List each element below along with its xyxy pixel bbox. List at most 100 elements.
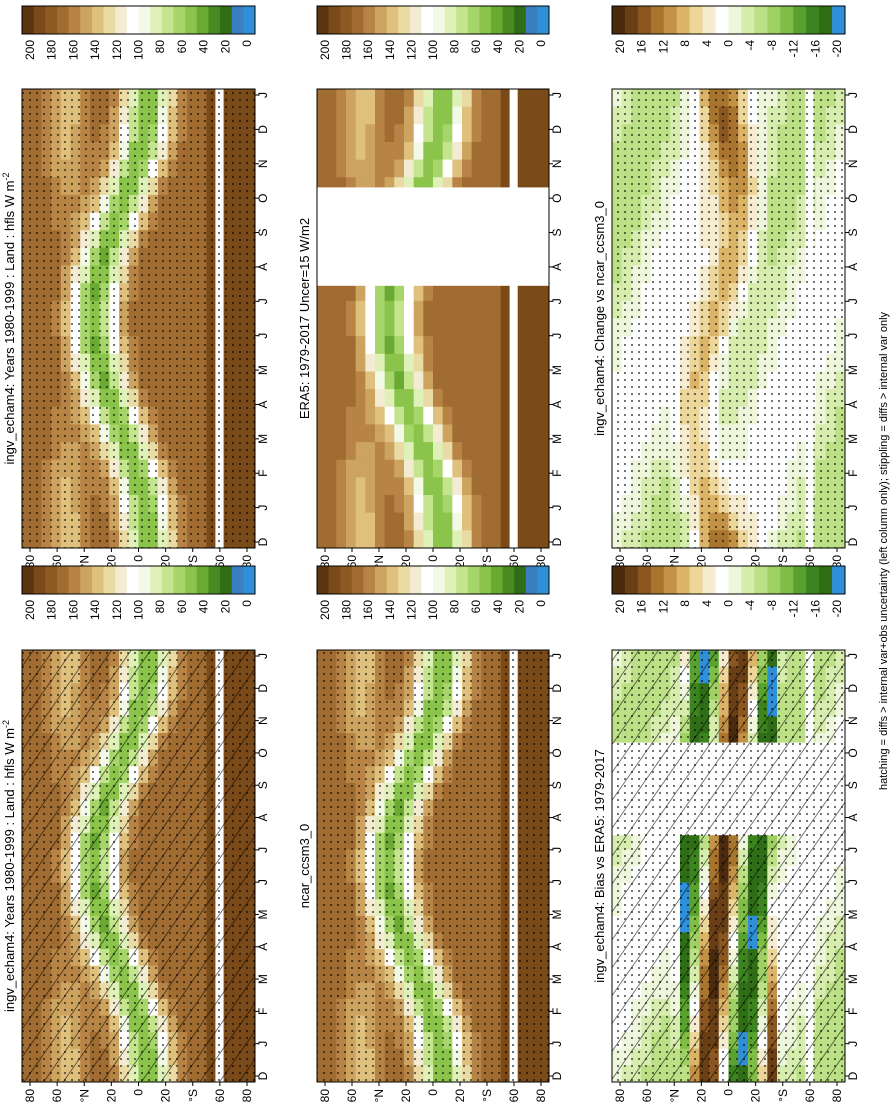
month-tick-label: A [846, 400, 860, 408]
heatmap-cell [326, 530, 337, 549]
heatmap-cell [384, 406, 395, 425]
heatmap-cell [404, 159, 415, 178]
heatmap-cell [539, 512, 550, 531]
heatmap-cell [433, 89, 444, 108]
heatmap-cell [326, 177, 337, 196]
heatmap-cell [346, 283, 357, 302]
heatmap-cell [375, 177, 386, 196]
colorbar-tick-label: 60 [175, 40, 189, 54]
panel-title: ingv_echam4: Change vs ncar_ccsm3_0 [592, 201, 607, 436]
month-tick-label: O [550, 193, 564, 202]
colorbar-tick-label: 8 [678, 600, 692, 607]
map-area [21, 88, 256, 549]
heatmap-cell [394, 124, 405, 143]
heatmap-cell [384, 495, 395, 514]
lat-tick-label: 20 [399, 1089, 413, 1102]
heatmap-cell [462, 300, 473, 319]
panel-1: 200 180 160 140 120 100 80 60 40 20 080 60 °N 20 0 20 °S… [1, 5, 270, 569]
heatmap-cell [365, 477, 376, 496]
month-tick-label: J [550, 847, 564, 853]
month-tick-label: N [550, 716, 564, 725]
colorbar-swatch [317, 566, 329, 594]
heatmap-cell [500, 300, 511, 319]
heatmap-cell [423, 371, 434, 390]
colorbar-tick-label: 80 [153, 40, 167, 54]
colorbar-tick-label: 40 [491, 600, 505, 614]
lat-tick-label: °N [667, 555, 681, 568]
heatmap-cell [375, 283, 386, 302]
colorbar-tick-label: 160 [361, 600, 375, 620]
heatmap-cell [346, 442, 357, 461]
lat-tick-label: 80 [830, 555, 844, 569]
heatmap-cell [491, 336, 502, 355]
heatmap-cell [423, 141, 434, 161]
month-tick-label: J [846, 847, 860, 853]
heatmap-cell [423, 442, 434, 461]
heatmap-cell [394, 512, 405, 531]
heatmap-cell [539, 124, 550, 143]
colorbar-tick-label: 120 [110, 40, 124, 60]
heatmap-cell [413, 124, 424, 143]
colorbar-swatch [386, 566, 399, 594]
heatmap-cell [442, 124, 453, 143]
heatmap-cell [481, 124, 492, 143]
heatmap-cell [442, 477, 453, 496]
lat-tick-label: 60 [803, 555, 817, 569]
heatmap-cell [394, 89, 405, 108]
heatmap-cell [442, 389, 453, 408]
colorbar-swatch [819, 6, 833, 34]
no-land-strip [509, 89, 518, 548]
heatmap-cell [423, 318, 434, 337]
colorbar-tick-label: 180 [340, 40, 354, 60]
heatmap-cell [539, 477, 550, 496]
heatmap-cell [317, 512, 328, 531]
colorbar-swatch [444, 6, 457, 34]
lat-tick-label: 80 [23, 555, 37, 569]
heatmap-cell [326, 424, 337, 443]
heatmap-cell [529, 512, 540, 531]
heatmap-cell [462, 459, 473, 478]
heatmap-cell [365, 141, 376, 161]
heatmap-cell [404, 442, 415, 461]
heatmap-cell [365, 353, 376, 372]
colorbar-tick-label: 0 [534, 600, 548, 607]
heatmap-cell [394, 530, 405, 549]
heatmap-cell [471, 530, 482, 549]
heatmap-cell [500, 459, 511, 478]
lat-tick-label: 20 [749, 1089, 763, 1102]
heatmap-cell [442, 159, 453, 178]
heatmap-cell [452, 106, 463, 125]
heatmap-cell [413, 495, 424, 514]
heatmap-cell [365, 318, 376, 337]
colorbar-tick-label: 60 [469, 40, 483, 54]
heatmap-cell [355, 442, 366, 461]
colorbar-tick-label: 140 [88, 40, 102, 60]
colorbar-swatch [208, 6, 221, 34]
heatmap-cell [365, 530, 376, 549]
lat-tick-label: 60 [507, 555, 521, 569]
colorbar-swatch [161, 566, 174, 594]
heatmap-cell [423, 159, 434, 178]
heatmap-cell [326, 336, 337, 355]
heatmap-cell [452, 283, 463, 302]
lat-tick-label: °N [77, 1089, 91, 1102]
heatmap-cell [375, 159, 386, 178]
month-tick-label: O [846, 193, 860, 202]
heatmap-cell [462, 442, 473, 461]
heatmap-cell [404, 389, 415, 408]
heatmap-cell [442, 89, 453, 108]
heatmap-cell [481, 512, 492, 531]
heatmap-cell [471, 477, 482, 496]
heatmap-cell [404, 300, 415, 319]
lat-tick-label: 80 [318, 1089, 332, 1102]
month-tick-label: A [256, 943, 270, 951]
heatmap-cell [520, 459, 531, 478]
heatmap-cell [404, 177, 415, 196]
heatmap-cell [336, 159, 347, 178]
colorbar-swatch [220, 6, 233, 34]
heatmap-cell [384, 512, 395, 531]
colorbar-swatch [767, 566, 781, 594]
month-tick-label: O [550, 748, 564, 757]
heatmap-cell [384, 283, 395, 302]
heatmap-cell [384, 353, 395, 372]
